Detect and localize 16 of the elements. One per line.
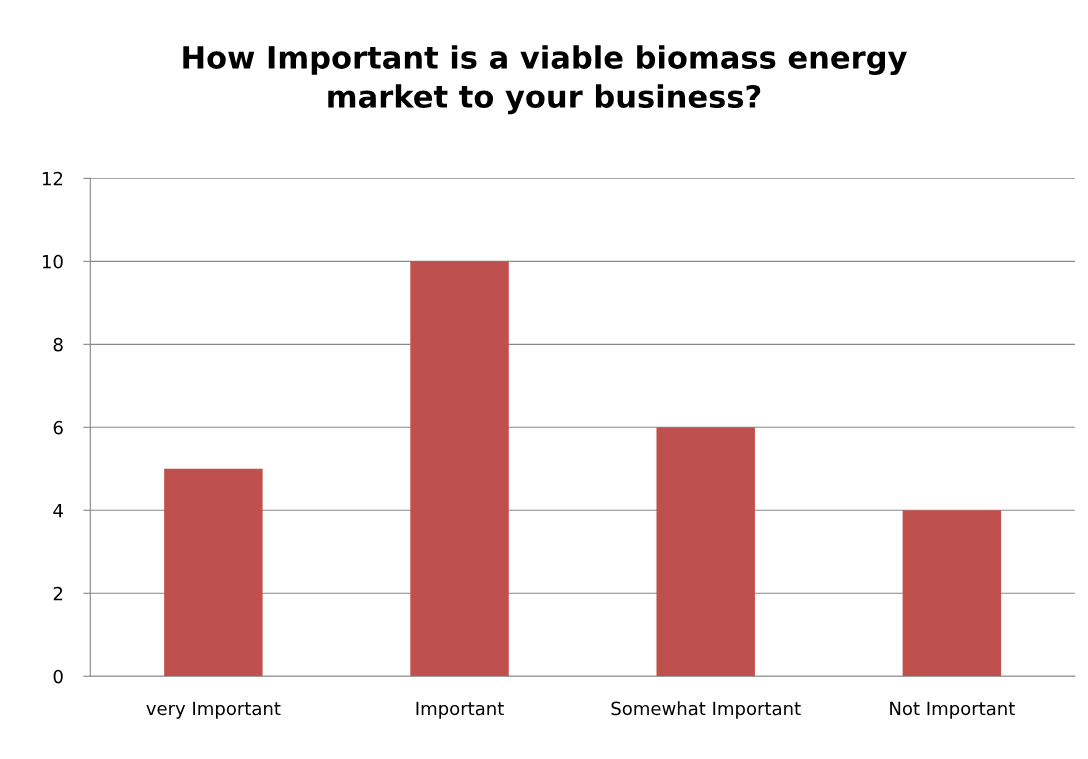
x-tick-label: Somewhat Important: [611, 701, 801, 719]
bar: [656, 427, 755, 677]
y-tick-label: 6: [53, 420, 63, 435]
x-tick-label: Important: [416, 701, 504, 719]
y-tick-label: 10: [42, 254, 63, 269]
x-tick-label: Not Important: [890, 701, 1015, 719]
y-tick-label: 8: [53, 337, 63, 352]
bar: [164, 468, 263, 677]
y-tick-label: 0: [53, 669, 63, 684]
x-tick-label: very Important: [146, 701, 281, 719]
y-tick-label: 12: [42, 171, 63, 186]
y-tick-label: 4: [53, 504, 63, 518]
bar: [902, 510, 1002, 677]
bar: [410, 261, 509, 677]
y-tick-label: 2: [53, 586, 63, 601]
chart-title: How Important is a viable biomass energy market to your business?: [183, 45, 907, 115]
